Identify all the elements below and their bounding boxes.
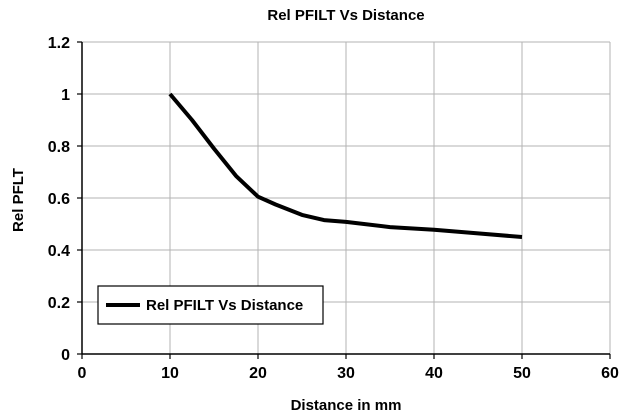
y-tick-label: 0.4 [48,243,70,260]
x-tick-label: 20 [249,365,267,382]
x-tick-label: 50 [513,365,531,382]
y-tick-label: 0 [61,347,70,364]
x-tick-label: 10 [161,365,179,382]
axes [77,41,611,359]
y-tick-label: 1.2 [48,35,70,52]
y-tick-label: 1 [61,87,70,104]
y-tick-label: 0.2 [48,295,70,312]
series-line [168,92,523,239]
series-group [168,92,523,239]
x-tick-label: 0 [78,365,87,382]
y-tick-label: 0.8 [48,139,70,156]
x-tick-label: 30 [337,365,355,382]
chart-title: Rel PFILT Vs Distance [267,7,424,24]
legend-label: Rel PFILT Vs Distance [146,297,303,314]
y-axis-label: Rel PFLT [10,168,27,232]
x-tick-label: 40 [425,365,443,382]
x-tick-labels: 0 10 20 30 40 50 60 [78,365,619,382]
x-axis-label: Distance in mm [291,397,402,414]
y-tick-label: 0.6 [48,191,70,208]
x-tick-label: 60 [601,365,619,382]
y-tick-labels: 0 0.2 0.4 0.6 0.8 1 1.2 [48,35,70,364]
legend: Rel PFILT Vs Distance [97,285,324,325]
